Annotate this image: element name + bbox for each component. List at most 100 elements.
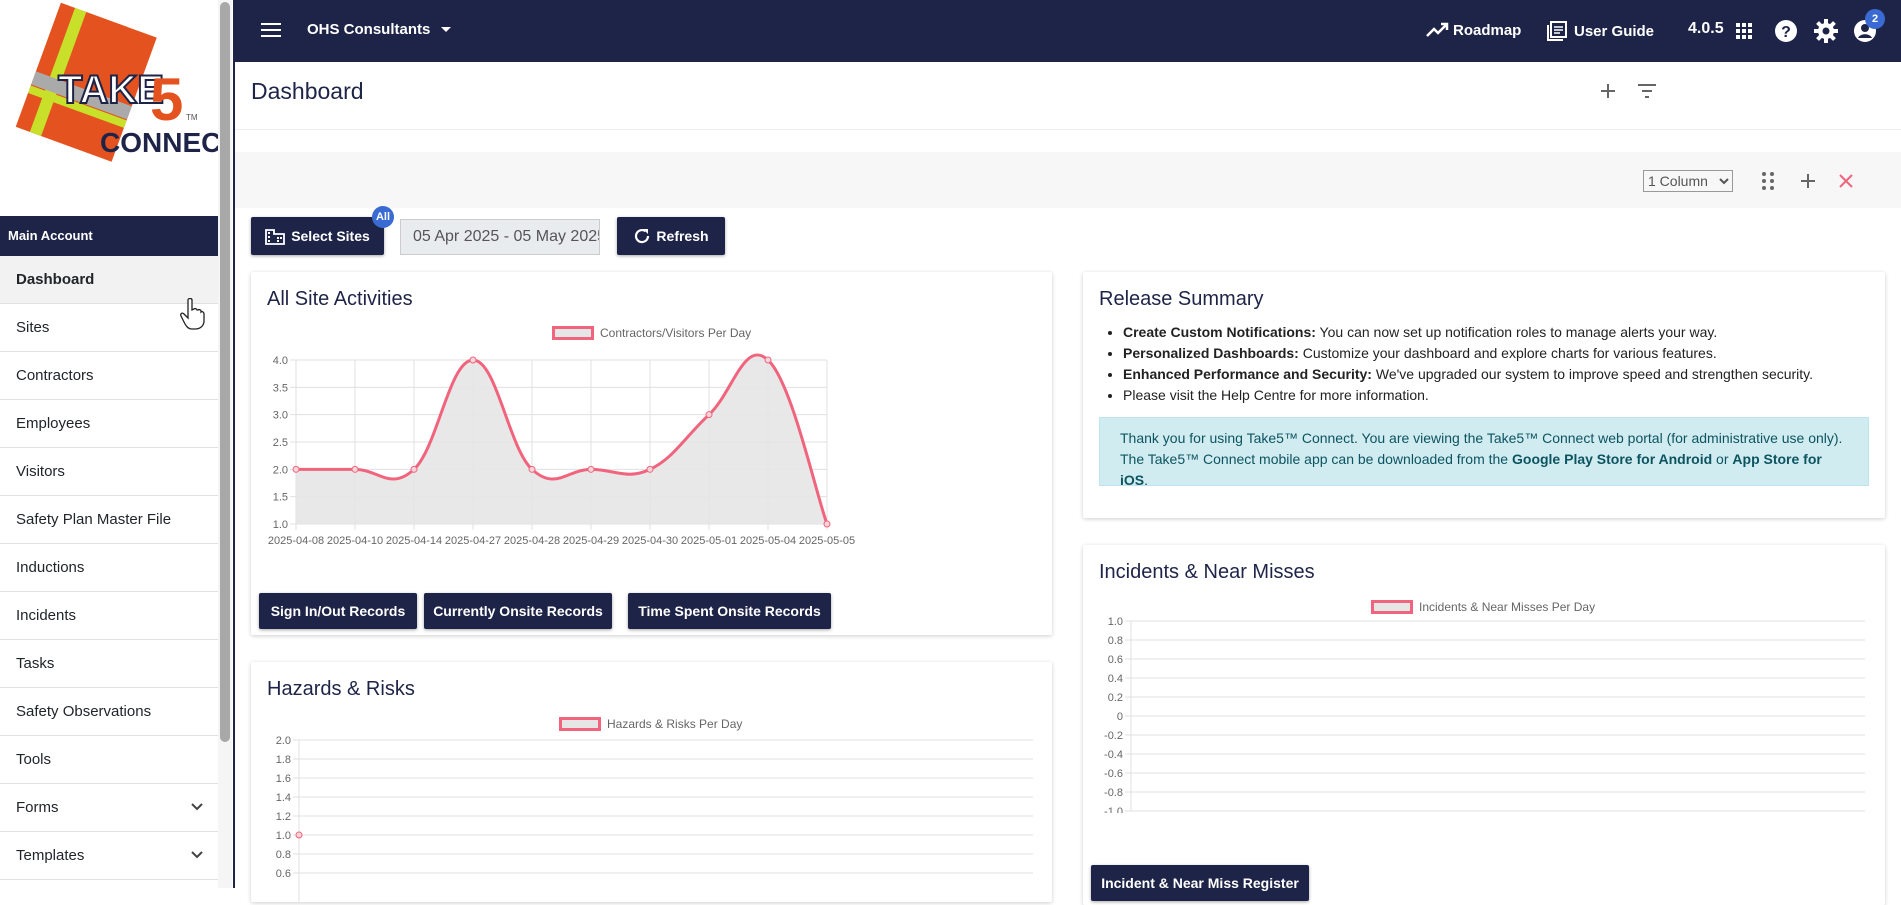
time-spent-onsite-records-button[interactable]: Time Spent Onsite Records [628, 593, 831, 629]
y-tick-label: -0.4 [1104, 749, 1123, 761]
release-note-heading: Enhanced Performance and Security: [1123, 366, 1372, 382]
user-guide-link[interactable]: User Guide [1546, 20, 1654, 42]
caret-down-icon [441, 26, 452, 32]
y-tick-label: 1.6 [276, 773, 291, 785]
sidebar-item-templates[interactable]: Templates [0, 832, 222, 880]
sidebar-item-label: Incidents [16, 607, 77, 624]
y-tick-label: 1.0 [273, 519, 288, 531]
incidents-line-chart: 1.0 0.8 0.6 0.4 0.2 0 -0.2 -0.4 -0.6 -0.8 -1.0 [1104, 616, 1865, 813]
sidebar-item-tasks[interactable]: Tasks [0, 640, 222, 688]
roadmap-label: Roadmap [1453, 21, 1522, 39]
info-or: or [1712, 451, 1733, 467]
y-tick-label: 1.0 [1108, 616, 1123, 628]
chart-legend[interactable]: Hazards & Risks Per Day [559, 717, 742, 731]
y-tick-label: 0.8 [1108, 635, 1123, 647]
chevron-down-icon [191, 851, 203, 859]
sidebar-scrollbar-thumb[interactable] [220, 2, 230, 742]
card-title: Release Summary [1099, 288, 1264, 310]
sidebar-item-tools[interactable]: Tools [0, 736, 222, 784]
remove-row-icon[interactable] [1838, 173, 1854, 189]
sidebar-item-label: Sites [16, 319, 50, 336]
sidebar-item-safety-observations[interactable]: Safety Observations [0, 688, 222, 736]
data-point [705, 411, 713, 419]
data-point [469, 356, 477, 364]
trending-up-icon [1426, 22, 1449, 37]
hazards-line-chart: 2.0 1.8 1.6 1.4 1.2 1.0 0.8 0.6 [276, 735, 1033, 902]
release-note-heading: Personalized Dashboards: [1123, 345, 1299, 361]
date-range-input[interactable]: 05 Apr 2025 - 05 May 2025 [400, 219, 600, 255]
release-note-item: Enhanced Performance and Security: We've… [1123, 364, 1813, 385]
y-tick-label: 4.0 [273, 355, 288, 367]
sidebar-nav: Dashboard Sites Contractors Employees Vi… [0, 256, 222, 880]
card-title: Hazards & Risks [267, 678, 415, 700]
data-point [646, 465, 654, 473]
hand-cursor-icon [180, 298, 205, 330]
x-tick-label: 2025-04-27 [445, 535, 501, 547]
info-line-2-text: The Take5™ Connect mobile app can be dow… [1120, 451, 1512, 467]
sidebar-item-contractors[interactable]: Contractors [0, 352, 222, 400]
add-row-icon[interactable] [1799, 172, 1817, 190]
refresh-label: Refresh [656, 228, 709, 244]
sidebar-item-sites[interactable]: Sites [0, 304, 222, 352]
release-summary-card: Release Summary Create Custom Notificati… [1083, 272, 1885, 518]
sidebar-item-visitors[interactable]: Visitors [0, 448, 222, 496]
notification-count-badge: 2 [1865, 9, 1885, 29]
y-tick-label: 0.8 [276, 849, 291, 861]
data-point [292, 465, 300, 473]
release-note-item: Personalized Dashboards: Customize your … [1123, 343, 1813, 364]
help-icon[interactable]: ? [1774, 19, 1798, 43]
y-tick-label: 3.0 [273, 410, 288, 422]
logo-take: TAKE [58, 68, 164, 112]
data-point [587, 465, 595, 473]
release-note-text: Customize your dashboard and explore cha… [1298, 345, 1717, 361]
refresh-button[interactable]: Refresh [617, 217, 725, 255]
release-note-heading: Create Custom Notifications: [1123, 324, 1316, 340]
incident-near-miss-register-button[interactable]: Incident & Near Miss Register [1091, 865, 1309, 901]
settings-gear-icon[interactable] [1814, 19, 1838, 43]
sidebar-item-label: Contractors [16, 367, 94, 384]
y-tick-label: 1.5 [273, 492, 288, 504]
sign-in-out-records-button[interactable]: Sign In/Out Records [259, 593, 417, 629]
chart-legend[interactable]: Contractors/Visitors Per Day [552, 326, 751, 340]
chart-legend[interactable]: Incidents & Near Misses Per Day [1371, 600, 1595, 614]
y-tick-label: 2.0 [276, 735, 291, 747]
release-note-text: Please visit the Help Centre for more in… [1123, 387, 1429, 403]
app-store-link[interactable]: App Store for iOS [1120, 451, 1822, 488]
y-tick-label: -0.6 [1104, 768, 1123, 780]
sidebar-item-label: Tools [16, 751, 52, 768]
x-tick-label: 2025-04-10 [327, 535, 383, 547]
apps-grid-icon[interactable] [1735, 22, 1753, 40]
add-widget-icon[interactable] [1599, 82, 1617, 100]
card-title: Incidents & Near Misses [1099, 561, 1315, 583]
sidebar-item-inductions[interactable]: Inductions [0, 544, 222, 592]
column-layout-select[interactable]: 1 Column [1643, 170, 1733, 192]
account-switcher[interactable]: OHS Consultants [307, 21, 452, 38]
drag-handle-icon[interactable] [1761, 171, 1775, 191]
y-tick-label: 0 [1117, 711, 1123, 723]
sidebar-item-incidents[interactable]: Incidents [0, 592, 222, 640]
sidebar-divider [233, 0, 235, 888]
incidents-near-misses-card: Incidents & Near Misses Incidents & Near… [1083, 545, 1885, 905]
google-play-link[interactable]: Google Play Store for Android [1512, 451, 1713, 467]
y-tick-label: 2.0 [273, 464, 288, 476]
release-notes-list: Create Custom Notifications: You can now… [1123, 322, 1813, 406]
select-sites-button[interactable]: Select Sites [251, 217, 384, 255]
y-tick-label: 1.0 [276, 830, 291, 842]
sidebar-item-forms[interactable]: Forms [0, 784, 222, 832]
roadmap-link[interactable]: Roadmap [1425, 20, 1521, 40]
sidebar-item-safety-plan[interactable]: Safety Plan Master File [0, 496, 222, 544]
data-point [410, 465, 418, 473]
data-point [528, 465, 536, 473]
filter-icon[interactable] [1637, 83, 1657, 99]
page-title: Dashboard [251, 78, 364, 104]
y-tick-label: 1.8 [276, 754, 291, 766]
hamburger-menu-icon[interactable] [260, 21, 282, 39]
sidebar-item-label: Visitors [16, 463, 65, 480]
currently-onsite-records-button[interactable]: Currently Onsite Records [424, 593, 612, 629]
y-tick-label: 0.4 [1108, 673, 1123, 685]
sidebar-item-employees[interactable]: Employees [0, 400, 222, 448]
sidebar-item-dashboard[interactable]: Dashboard [0, 256, 222, 304]
